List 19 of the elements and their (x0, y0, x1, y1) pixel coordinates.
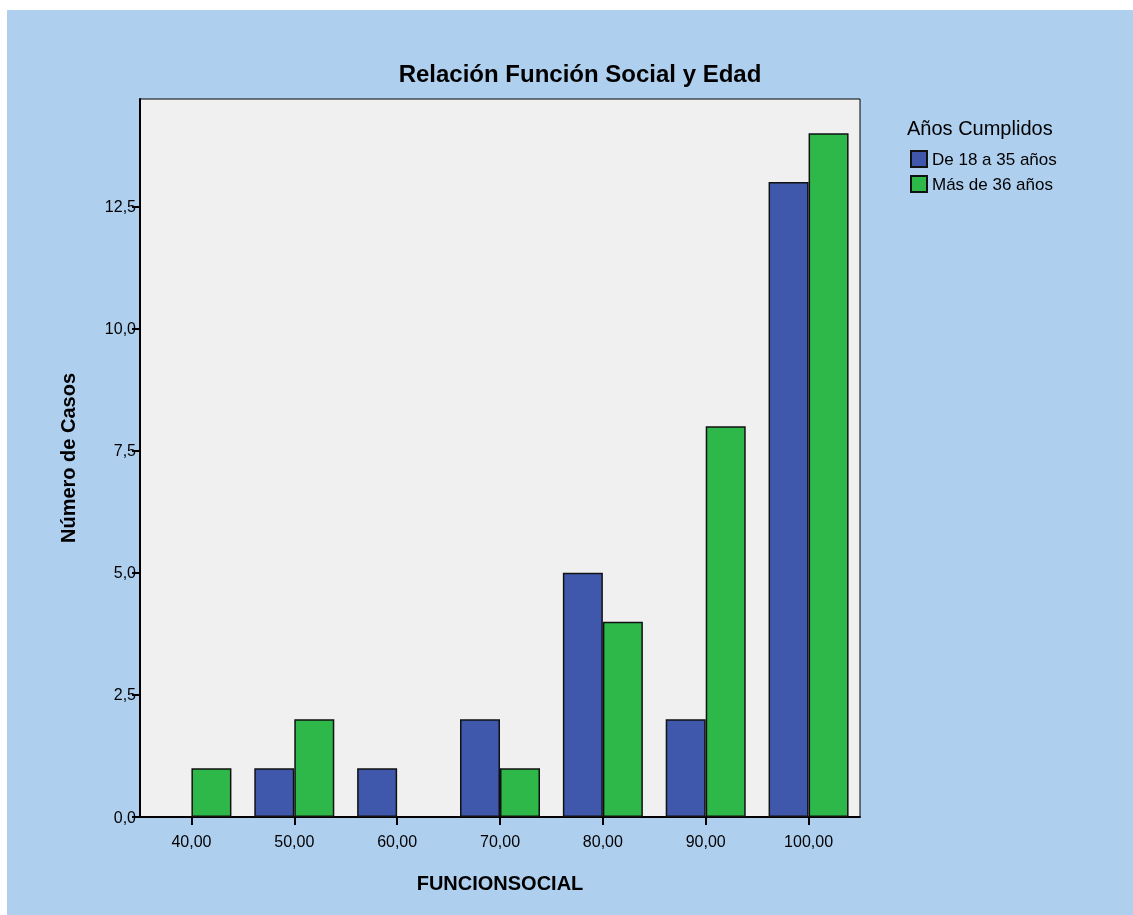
chart-title: Relación Función Social y Edad (398, 59, 762, 87)
x-tick-label: 80,00 (582, 832, 623, 850)
legend-title: Años Cumplidos (907, 117, 1053, 139)
y-tick-label: 5,0 (113, 564, 137, 582)
x-tick-label: 70,00 (479, 832, 521, 850)
x-tick-label: 90,00 (685, 832, 726, 850)
y-axis-title: Número de Casos (57, 372, 79, 544)
y-tick-label: 0,0 (113, 808, 137, 826)
x-tick-label: 100,00 (784, 832, 834, 850)
x-tick-label: 40,00 (171, 832, 212, 850)
x-axis-title: FUNCIONSOCIAL (416, 872, 584, 894)
legend-label: Más de 36 años (932, 174, 1053, 194)
bar (357, 768, 398, 817)
y-tick-label: 12,5 (104, 197, 137, 215)
legend-label: De 18 a 35 años (932, 149, 1057, 169)
y-tick-label: 10,0 (104, 320, 137, 338)
x-tick-label: 60,00 (377, 832, 418, 850)
x-tick-label: 50,00 (274, 832, 315, 850)
bar (191, 768, 232, 817)
